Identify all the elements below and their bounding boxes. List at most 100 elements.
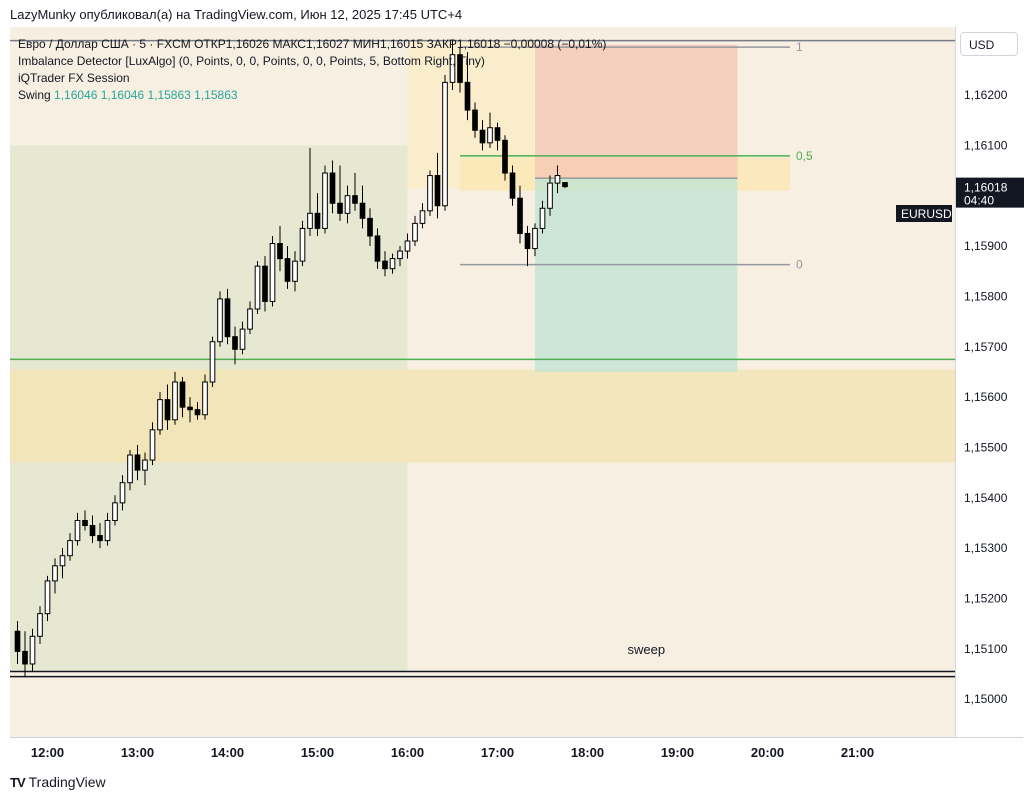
candle-body-12: [104, 519, 111, 542]
candle-body-26: [209, 341, 216, 383]
candle-body-32: [254, 265, 261, 310]
time-axis-labels: 12:00 13:00 14:00 15:00 16:00 17:00 18:00 19:00…: [31, 745, 874, 760]
swing-values: 1,16046 1,16046 1,15863 1,15863: [54, 88, 238, 102]
publish-caption: LazyMunky опубликовал(а) на TradingView.…: [10, 7, 463, 22]
candle-body-61: [472, 109, 478, 131]
candle-body-53: [412, 222, 418, 242]
candle-body-66: [509, 172, 516, 199]
candle-body-63: [487, 127, 493, 144]
candle-body-70: [539, 207, 546, 229]
symbol-badge-bg: [896, 204, 952, 222]
price-tick-label-4: 1,15900: [964, 239, 1008, 253]
price-tick-label-8: 1,15500: [964, 440, 1008, 454]
candle-body-7: [67, 540, 73, 557]
swing-label: Swing: [18, 88, 51, 102]
price-tick-label-13: 1,15000: [964, 692, 1008, 706]
candle-body-21: [172, 381, 178, 421]
time-axis[interactable]: 12:00 13:00 14:00 15:00 16:00 17:00 18:00 19:00…: [10, 737, 1023, 766]
candle-body-69: [532, 227, 538, 250]
last-price-badge: [956, 177, 1024, 208]
candle-body-56: [434, 175, 441, 207]
candle-body-24: [194, 409, 201, 416]
candle-body-50: [389, 258, 396, 270]
candle-body-20: [164, 399, 171, 421]
candle-body-16: [134, 454, 141, 471]
price-tick-label-2: 1,16100: [964, 138, 1008, 152]
candle-body-11: [97, 535, 103, 542]
candle-body-59: [457, 54, 463, 83]
position-target-zone: [535, 178, 738, 372]
candle-body-31: [247, 308, 253, 330]
last-price-value: 1,16018: [964, 181, 1008, 195]
last-price-countdown: 04:40: [964, 194, 994, 208]
candle-body-19: [157, 399, 163, 431]
candle-body-1: [22, 650, 28, 665]
candle-body-57: [442, 81, 448, 207]
candle-body-2: [29, 635, 36, 665]
time-tick-label-7: 19:00: [661, 745, 694, 760]
candle-body-58: [449, 54, 456, 83]
candle-body-42: [329, 172, 336, 204]
candle-body-6: [59, 555, 66, 567]
candle-body-60: [464, 81, 471, 111]
candle-body-13: [112, 502, 118, 521]
time-tick-label-4: 16:00: [391, 745, 424, 760]
candle-body-55: [427, 175, 433, 212]
tradingview-logo[interactable]: TV TradingView: [10, 774, 106, 790]
candle-body-5: [52, 565, 58, 582]
candle-body-73: [562, 182, 568, 188]
time-tick-label-8: 20:00: [751, 745, 784, 760]
candle-body-38: [299, 227, 306, 262]
candle-body-17: [142, 459, 148, 471]
candle-body-64: [494, 127, 501, 141]
candle-body-43: [337, 202, 343, 214]
time-tick-label-9: 21:00: [841, 745, 874, 760]
candle-body-36: [284, 258, 291, 282]
candle-body-65: [502, 139, 508, 174]
candle-body-33: [262, 265, 268, 302]
candle-body-37: [292, 260, 298, 282]
indicator-swing[interactable]: Swing 1,16046 1,16046 1,15863 1,15863: [18, 87, 606, 104]
candle-body-40: [314, 212, 321, 229]
candle-body-8: [74, 519, 81, 542]
price-axis[interactable]: 1,163001,162001,161001,160001,159001,158…: [896, 27, 1024, 737]
symbol-ohlc-line[interactable]: Евро / Доллар США · 5 · FXCM ОТКР1,16026…: [18, 37, 607, 51]
price-chart[interactable]: 1 0,5 0 sweep: [10, 27, 955, 737]
price-tick-label-6: 1,15700: [964, 340, 1008, 354]
candle-body-48: [374, 235, 381, 262]
indicator-imbalance[interactable]: Imbalance Detector [LuxAlgo] (0, Points,…: [18, 54, 485, 68]
price-axis-labels: 1,163001,162001,161001,160001,159001,158…: [956, 38, 1024, 706]
price-tick-label-7: 1,15600: [964, 390, 1008, 404]
candle-body-3: [37, 613, 43, 637]
candle-body-18: [149, 429, 156, 461]
time-tick-label-5: 17:00: [481, 745, 514, 760]
fib-level-label-1: 0,5: [796, 149, 813, 163]
time-tick-label-3: 15:00: [301, 745, 334, 760]
candle-body-10: [89, 525, 96, 537]
candle-body-62: [479, 129, 486, 144]
candle-body-68: [524, 232, 531, 250]
chart-pane[interactable]: 1 0,5 0 sweep: [10, 27, 955, 737]
candle-body-54: [419, 210, 426, 224]
symbol-badge-label: EURUSD: [901, 207, 952, 221]
candle-body-28: [224, 298, 231, 338]
price-tick-label-10: 1,15300: [964, 541, 1008, 555]
annotation-0: sweep: [628, 642, 666, 657]
currency-button[interactable]: USD: [960, 32, 1018, 56]
price-tick-label-12: 1,15100: [964, 642, 1008, 656]
candle-body-45: [352, 195, 358, 204]
price-tick-label-1: 1,16200: [964, 88, 1008, 102]
candle-body-34: [269, 243, 276, 302]
candle-body-49: [382, 260, 388, 270]
candle-body-27: [217, 298, 223, 343]
tradingview-logo-icon: TV: [10, 774, 26, 790]
candle-body-22: [179, 381, 186, 408]
candle-body-67: [517, 197, 523, 234]
indicator-session[interactable]: iQTrader FX Session: [18, 71, 130, 85]
candle-body-23: [187, 406, 193, 411]
candle-body-35: [277, 243, 283, 260]
candle-body-51: [397, 250, 403, 260]
tradingview-brand: TradingView: [28, 774, 106, 790]
candle-body-39: [307, 212, 313, 229]
time-tick-label-2: 14:00: [211, 745, 244, 760]
